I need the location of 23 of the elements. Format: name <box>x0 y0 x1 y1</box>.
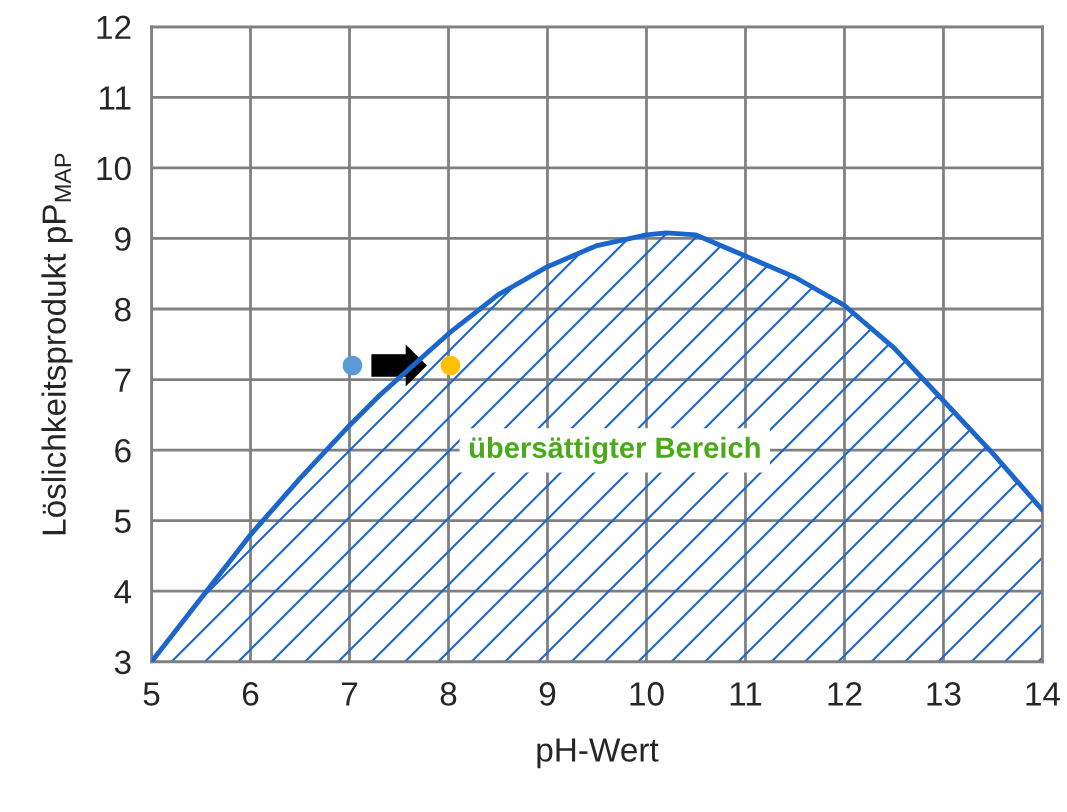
y-axis-title: Löslichkeitsprodukt pP$_{MAP}$ <box>41 153 73 535</box>
y-tick-label: 12 <box>97 15 131 39</box>
x-tick-label: 8 <box>440 682 457 706</box>
y-tick-label: 7 <box>115 368 131 392</box>
y-tick-label: 8 <box>114 297 131 322</box>
annotation: übersättigter Bereich <box>469 436 760 464</box>
x-tick-label: 11 <box>730 682 762 706</box>
x-tick-label: 7 <box>341 682 358 706</box>
x-tick-label: 5 <box>143 682 160 706</box>
y-tick-label: 10 <box>97 156 131 181</box>
x-tick-label: 9 <box>539 682 556 706</box>
y-tick-label: 5 <box>114 509 131 534</box>
x-tick-label: 10 <box>630 682 664 706</box>
y-tick-label: 9 <box>115 227 131 251</box>
y-tick-label: 4 <box>114 580 132 604</box>
x-tick-label: 6 <box>242 682 259 706</box>
x-tick-label: 14 <box>1026 682 1061 706</box>
y-tick-label: 3 <box>114 650 131 675</box>
x-tick-label: 12 <box>828 682 862 706</box>
y-tick-label: 6 <box>115 438 131 463</box>
y-tick-label: 11 <box>100 86 131 110</box>
x-tick-label: 13 <box>927 682 961 706</box>
x-axis-title: pH-Wert <box>537 738 659 769</box>
